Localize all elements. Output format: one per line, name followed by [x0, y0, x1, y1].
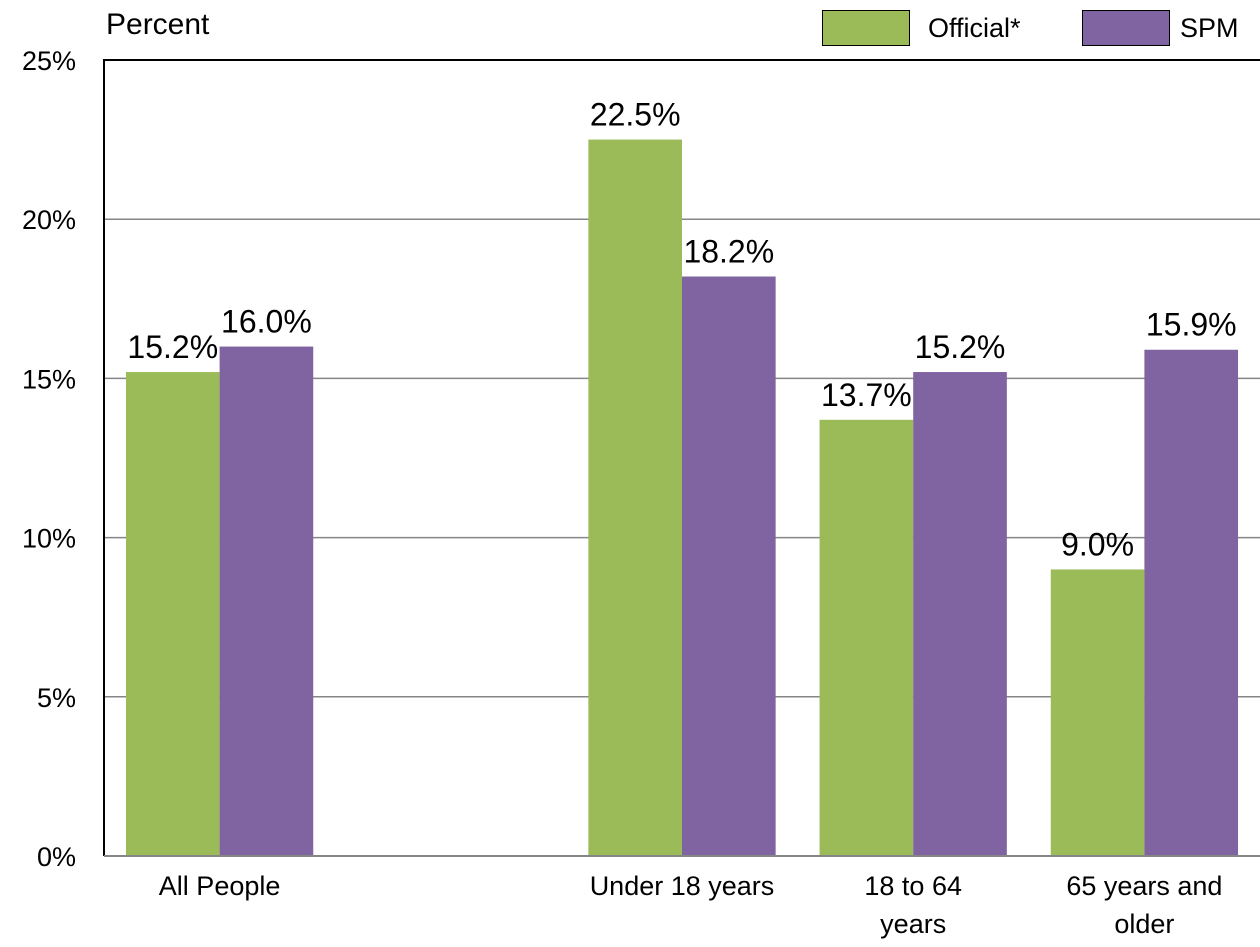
y-tick-label: 5% [37, 683, 76, 713]
data-label: 13.7% [821, 377, 912, 413]
x-tick-label: years [880, 909, 946, 939]
legend-swatch-official [822, 10, 910, 46]
y-tick-label: 20% [22, 205, 76, 235]
bar-spm [913, 372, 1007, 856]
data-label: 16.0% [221, 304, 312, 340]
x-tick-label: 65 years and [1066, 871, 1222, 901]
x-tick-label: Under 18 years [590, 871, 775, 901]
x-tick-label: All People [159, 871, 281, 901]
y-tick-label: 0% [37, 842, 76, 872]
data-label: 18.2% [683, 234, 774, 270]
legend-swatch-spm [1082, 10, 1170, 46]
y-tick-label: 15% [22, 364, 76, 394]
x-tick-label: older [1114, 909, 1174, 939]
bar-official [125, 372, 220, 856]
legend-label-official: Official* [928, 12, 1021, 43]
data-label: 22.5% [590, 97, 681, 133]
data-label: 15.2% [127, 329, 218, 365]
y-axis-label: Percent [106, 8, 210, 41]
y-axis-ticks: 0% 5% 10% 15% 20% 25% [22, 46, 76, 872]
data-label: 9.0% [1061, 526, 1134, 562]
data-labels: 15.2% 22.5% 13.7% 9.0% 16.0% 18.2% 15.2% 15.9% [127, 97, 1236, 563]
bar-spm [219, 346, 314, 856]
axes [103, 59, 1260, 857]
bar-spm [682, 276, 776, 857]
bar-official [1050, 569, 1145, 856]
y-tick-label: 25% [22, 46, 76, 76]
data-label: 15.9% [1146, 307, 1237, 343]
bar-official [819, 419, 914, 856]
legend-label-spm: SPM [1180, 12, 1239, 43]
bar-spm [1144, 349, 1239, 856]
legend-item-official: Official* [822, 8, 1021, 48]
x-tick-label: 18 to 64 [864, 871, 962, 901]
y-tick-label: 10% [22, 524, 76, 554]
bars [125, 139, 1239, 857]
data-label: 15.2% [915, 329, 1006, 365]
legend-item-spm: SPM [1082, 8, 1239, 48]
x-axis-labels: All People Under 18 years 18 to 64 years 65 … [159, 871, 1223, 939]
bar-official [588, 139, 682, 857]
